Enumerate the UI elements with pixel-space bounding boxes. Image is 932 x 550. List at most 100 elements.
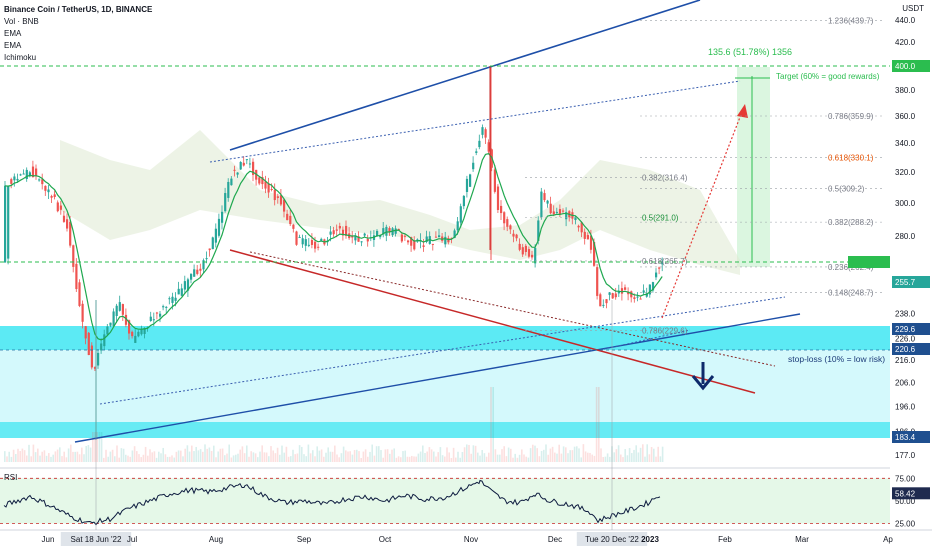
candle-body bbox=[258, 177, 261, 184]
volume-bar bbox=[329, 451, 332, 462]
candle-body bbox=[155, 312, 159, 314]
volume-bar bbox=[653, 448, 655, 462]
volume-bar bbox=[562, 446, 565, 462]
volume-bar bbox=[433, 451, 435, 462]
candle-body bbox=[28, 172, 31, 177]
volume-bar bbox=[19, 451, 21, 462]
volume-bar bbox=[305, 456, 307, 462]
volume-bar bbox=[237, 453, 239, 462]
candle-body bbox=[459, 206, 462, 223]
candle-body bbox=[434, 236, 438, 238]
volume-bar bbox=[320, 449, 323, 462]
volume-bar bbox=[490, 387, 492, 462]
candle-body bbox=[298, 236, 301, 238]
volume-bar bbox=[312, 450, 314, 462]
volume-bar bbox=[613, 452, 615, 462]
candle-body bbox=[438, 235, 441, 238]
target-label: Target (60% = good rewards) bbox=[776, 72, 880, 81]
symbol-title[interactable]: Binance Coin / TetherUS, 1D, BINANCE bbox=[4, 5, 153, 14]
volume-bar bbox=[455, 457, 457, 462]
volume-bar bbox=[87, 445, 90, 462]
volume-bar bbox=[56, 449, 59, 462]
candle-body bbox=[496, 186, 500, 210]
volume-bar bbox=[657, 446, 659, 462]
volume-bar bbox=[413, 456, 415, 462]
volume-bar bbox=[166, 456, 169, 462]
volume-bar bbox=[67, 448, 70, 462]
candle-body bbox=[630, 291, 633, 298]
time-axis-bg bbox=[0, 530, 932, 550]
volume-bar bbox=[499, 454, 501, 462]
dotted-lower-line bbox=[99, 296, 786, 405]
indicator-ema-1[interactable]: EMA bbox=[4, 29, 22, 38]
candle-body bbox=[143, 327, 146, 334]
fib-level-label: 0.148(248.7) bbox=[828, 289, 874, 298]
volume-bar bbox=[417, 453, 420, 462]
volume-bar bbox=[219, 448, 222, 462]
volume-bar bbox=[503, 446, 505, 462]
volume-bar bbox=[257, 457, 259, 462]
price-tag-bg bbox=[892, 323, 930, 335]
rsi-tick-label: 50.00 bbox=[895, 497, 916, 506]
volume-bar bbox=[226, 453, 228, 462]
volume-bar bbox=[292, 449, 294, 462]
ichimoku-cloud-area bbox=[60, 130, 740, 275]
volume-bar bbox=[351, 454, 354, 462]
volume-bar bbox=[323, 456, 325, 462]
candle-body bbox=[245, 159, 248, 161]
candle-body bbox=[47, 189, 50, 193]
projection-arrowhead bbox=[737, 104, 748, 118]
candle-body bbox=[286, 213, 289, 221]
candle-body bbox=[636, 296, 639, 298]
candle-body bbox=[478, 140, 481, 148]
time-tick-label: Feb bbox=[718, 535, 732, 544]
volume-bar bbox=[8, 451, 10, 462]
volume-bar bbox=[463, 447, 466, 462]
candle-body bbox=[304, 239, 307, 246]
candle-body bbox=[558, 209, 562, 215]
candle-body bbox=[152, 319, 155, 321]
volume-bar bbox=[111, 449, 114, 462]
candle-body bbox=[354, 235, 357, 241]
indicator-ichimoku[interactable]: Ichimoku bbox=[4, 53, 37, 62]
volume-bar bbox=[92, 432, 94, 462]
volume-bar bbox=[230, 457, 233, 462]
price-tick-label: 420.0 bbox=[895, 38, 916, 47]
volume-bar bbox=[569, 450, 571, 462]
volume-bar bbox=[382, 457, 384, 462]
candle-body bbox=[487, 142, 490, 152]
volume-bar bbox=[404, 450, 406, 462]
candle-body bbox=[410, 237, 413, 246]
candle-body bbox=[345, 225, 348, 236]
volume-bar bbox=[378, 446, 380, 462]
price-tag-label: 220.6 bbox=[895, 345, 916, 354]
candle-body bbox=[366, 238, 369, 242]
candle-body bbox=[589, 235, 593, 250]
volume-bar bbox=[448, 452, 450, 462]
annotations: 1.236(439.7) 0.786(359.9) 0.618(330.1) 0.5(… bbox=[525, 16, 885, 391]
price-tag-bg bbox=[892, 431, 930, 443]
volume-bar bbox=[624, 449, 626, 462]
volume-bar bbox=[441, 455, 444, 462]
candle-body bbox=[469, 174, 472, 187]
candle-body bbox=[351, 236, 354, 238]
volume-bar bbox=[576, 446, 578, 462]
price-tick-label: 280.0 bbox=[895, 232, 916, 241]
volume-bar bbox=[274, 453, 277, 462]
volume-bar bbox=[252, 452, 255, 462]
indicator-ema-2[interactable]: EMA bbox=[4, 41, 22, 50]
volume-bar bbox=[89, 447, 92, 462]
volume-bar bbox=[593, 455, 596, 462]
volume-bar bbox=[131, 450, 134, 462]
candle-body bbox=[577, 225, 580, 228]
candle-body bbox=[608, 292, 611, 295]
candle-body bbox=[534, 247, 537, 264]
candle-body bbox=[165, 306, 168, 308]
volume-bar bbox=[120, 448, 123, 462]
candle-body bbox=[78, 282, 81, 306]
rsi-last-value: 58.42 bbox=[895, 489, 916, 498]
price-tag-label: 255.7 bbox=[895, 278, 916, 287]
volume-bar bbox=[444, 456, 446, 462]
indicator-volume[interactable]: Vol · BNB bbox=[4, 17, 39, 26]
